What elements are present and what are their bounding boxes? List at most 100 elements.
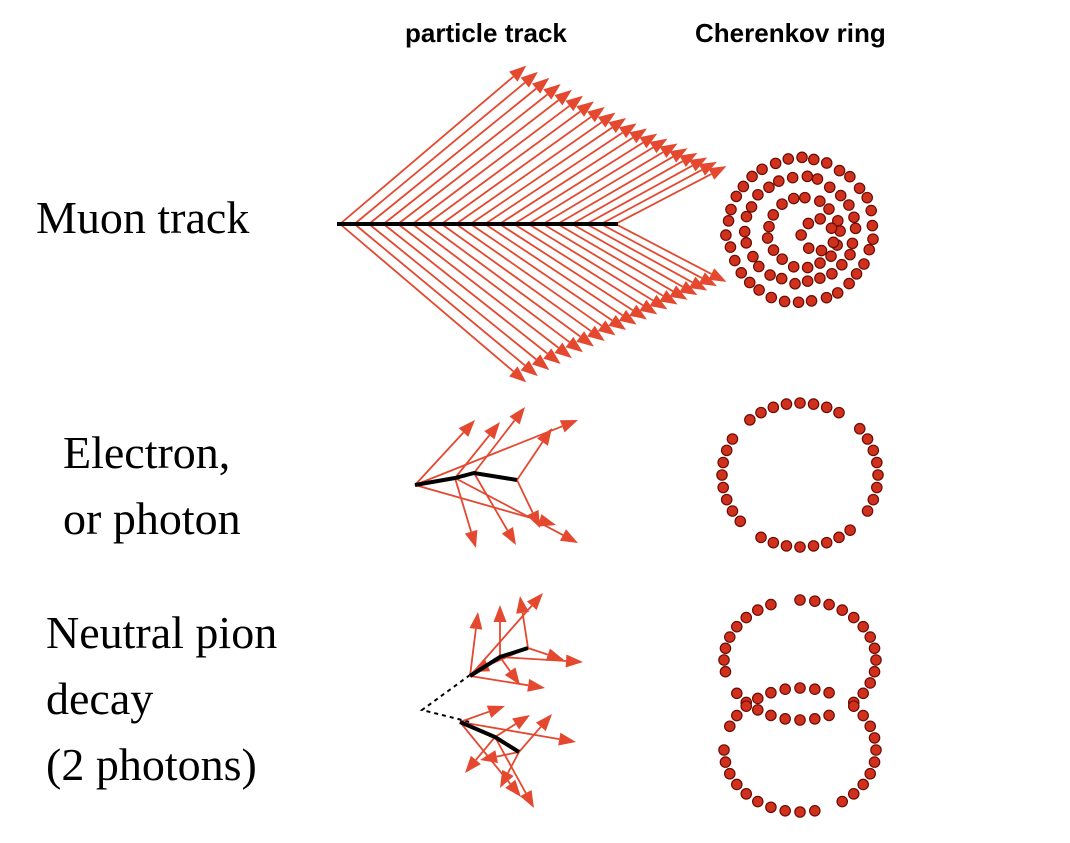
row-label-muon: Muon track bbox=[36, 185, 249, 251]
photon-arrow-shaft bbox=[507, 751, 520, 774]
pmt-hit bbox=[802, 217, 815, 230]
photon-arrow bbox=[499, 654, 583, 668]
pmt-hit bbox=[820, 291, 833, 304]
photon-arrow bbox=[459, 721, 521, 797]
photon-arrow bbox=[499, 223, 648, 320]
pmt-hit bbox=[807, 540, 820, 552]
photon-arrow-shaft bbox=[513, 223, 644, 307]
pmt-hit bbox=[720, 229, 732, 241]
photon-arrow bbox=[440, 223, 605, 341]
pmt-hit bbox=[844, 170, 856, 183]
photon-arrow-head bbox=[618, 123, 637, 139]
photon-arrow-head bbox=[545, 648, 564, 661]
row-label-electron-line-2: or photon bbox=[63, 493, 241, 544]
photon-arrow-head bbox=[520, 789, 534, 808]
pmt-hit bbox=[867, 493, 880, 506]
photon-arrow-head bbox=[516, 596, 530, 614]
photon-arrow bbox=[473, 472, 516, 545]
pmt-hit bbox=[764, 269, 776, 281]
pmt-hit bbox=[724, 241, 737, 253]
pmt-hit bbox=[820, 536, 833, 549]
photon-arrow bbox=[516, 596, 530, 649]
photon-arrow-shaft bbox=[454, 477, 472, 532]
photon-arrow-head bbox=[484, 422, 500, 440]
photon-arrow-head bbox=[543, 83, 561, 100]
photon-arrow-shaft bbox=[455, 121, 603, 225]
pmt-hit bbox=[725, 203, 737, 216]
pmt-hit bbox=[825, 222, 838, 234]
photon-arrow-shaft bbox=[382, 93, 548, 225]
photon-arrow-head bbox=[565, 654, 583, 668]
photon-arrow bbox=[516, 428, 552, 481]
pmt-hit bbox=[779, 683, 791, 695]
pmt-hit bbox=[861, 191, 873, 204]
photon-arrow-head bbox=[554, 342, 572, 359]
pmt-hit bbox=[737, 180, 750, 193]
photon-arrow-shaft bbox=[339, 75, 514, 225]
photon-arrow bbox=[484, 123, 637, 225]
pmt-hit bbox=[831, 287, 844, 299]
row-label-pion-line-3: (2 photons) bbox=[46, 739, 257, 790]
pmt-hit bbox=[743, 276, 756, 289]
photon-arrow-head bbox=[532, 77, 550, 94]
pmt-hit bbox=[767, 401, 780, 414]
row-label-pion: Neutral pion decay (2 photons) bbox=[46, 600, 277, 798]
pmt-hit bbox=[864, 767, 877, 780]
photon-arrow-shaft bbox=[528, 146, 654, 225]
photon-arrow-head bbox=[486, 705, 505, 718]
pmt-hit bbox=[871, 481, 883, 494]
photon-arrow bbox=[542, 143, 678, 225]
photon-arrow-shaft bbox=[368, 223, 537, 361]
pmt-hit bbox=[740, 210, 753, 223]
photon-arrow-head bbox=[639, 133, 658, 149]
photon-arrow bbox=[518, 714, 552, 753]
pmt-hit bbox=[765, 598, 777, 611]
photon-arrow bbox=[382, 83, 561, 225]
photon-arrow-shaft bbox=[527, 647, 549, 656]
electron-track-diagram bbox=[414, 407, 578, 548]
photon-arrow-shaft bbox=[499, 223, 634, 311]
photon-arrow bbox=[382, 223, 561, 365]
pmt-hit bbox=[844, 524, 856, 536]
pmt-hit bbox=[857, 620, 869, 633]
photon-arrow-head bbox=[669, 148, 688, 163]
pmt-hit bbox=[740, 700, 753, 712]
column-header-particle-track: particle track bbox=[405, 18, 567, 48]
pmt-hit bbox=[792, 296, 805, 309]
photon-arrow-shaft bbox=[459, 721, 511, 785]
pmt-hit bbox=[864, 631, 877, 643]
pmt-hit bbox=[815, 244, 828, 257]
pmt-hit bbox=[863, 243, 876, 256]
photon-arrow bbox=[397, 223, 572, 359]
photon-arrow-head bbox=[535, 714, 552, 732]
photon-arrow bbox=[459, 721, 576, 746]
photon-arrow-shaft bbox=[454, 477, 564, 536]
photon-arrow-head bbox=[465, 755, 481, 773]
photon-arrow-shaft bbox=[469, 628, 477, 677]
pion-cherenkov-ring bbox=[718, 594, 882, 818]
photon-arrow-head bbox=[649, 294, 668, 310]
photon-arrow-shaft bbox=[353, 81, 526, 225]
photon-arrow-head bbox=[493, 605, 507, 622]
pmt-hit bbox=[738, 225, 751, 238]
pmt-hit bbox=[735, 267, 748, 279]
pmt-hit bbox=[826, 267, 838, 280]
photon-arrow-head bbox=[659, 143, 678, 158]
pion-upper-photon-track bbox=[468, 646, 529, 678]
photon-arrow bbox=[440, 107, 605, 225]
pmt-hit bbox=[719, 642, 732, 655]
photon-arrow-head bbox=[565, 336, 583, 353]
pion-decay-dashed bbox=[419, 674, 471, 723]
pmt-hit bbox=[765, 801, 777, 814]
pmt-hit bbox=[870, 744, 882, 756]
pmt-hit bbox=[765, 709, 777, 722]
pmt-hit bbox=[782, 153, 795, 165]
pmt-hit bbox=[833, 406, 845, 419]
pmt-hit bbox=[868, 642, 881, 655]
pmt-hit bbox=[858, 258, 870, 270]
pmt-hit bbox=[796, 151, 808, 164]
photon-arrow-head bbox=[698, 161, 717, 176]
pmt-hit bbox=[747, 250, 759, 263]
photon-arrow-shaft bbox=[473, 472, 509, 531]
pmt-hit bbox=[722, 215, 735, 227]
